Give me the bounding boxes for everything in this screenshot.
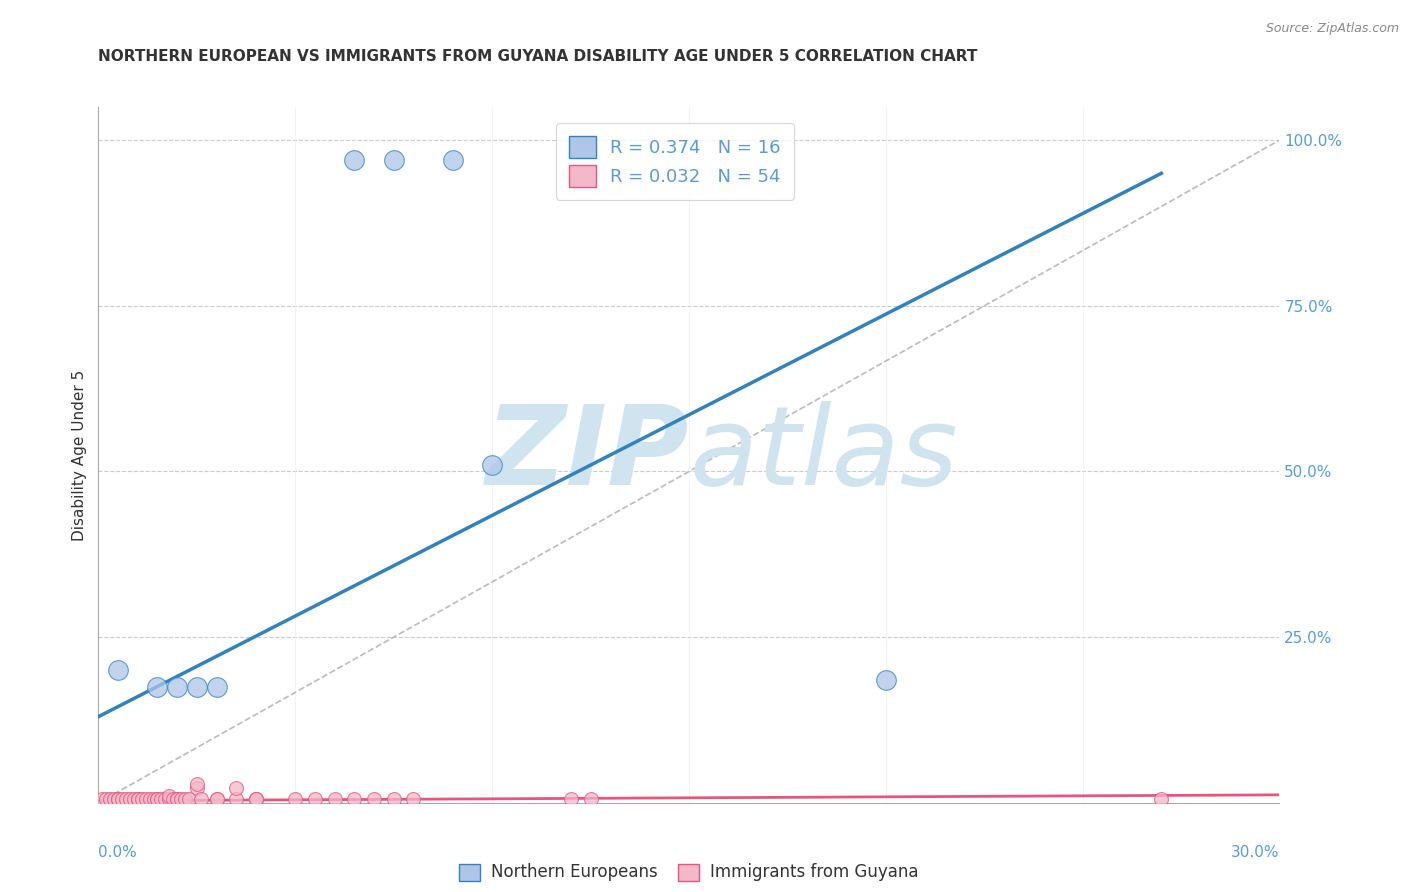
- Text: Source: ZipAtlas.com: Source: ZipAtlas.com: [1265, 22, 1399, 36]
- Point: [166, 792, 188, 806]
- Point: [875, 673, 897, 688]
- Point: [1150, 792, 1173, 806]
- Point: [284, 792, 307, 806]
- Point: [382, 792, 405, 806]
- Point: [157, 789, 180, 804]
- Point: [245, 792, 267, 806]
- Point: [162, 792, 184, 806]
- Point: [127, 792, 149, 806]
- Point: [166, 680, 188, 694]
- Point: [245, 792, 267, 806]
- Point: [170, 792, 193, 806]
- Text: atlas: atlas: [689, 401, 957, 508]
- Point: [186, 777, 208, 791]
- Point: [323, 792, 346, 806]
- Point: [91, 792, 114, 806]
- Point: [186, 680, 208, 694]
- Point: [131, 792, 153, 806]
- Point: [96, 792, 118, 806]
- Y-axis label: Disability Age Under 5: Disability Age Under 5: [72, 369, 87, 541]
- Point: [177, 792, 200, 806]
- Text: ZIP: ZIP: [485, 401, 689, 508]
- Point: [245, 792, 267, 806]
- Point: [98, 792, 121, 806]
- Point: [225, 781, 247, 796]
- Point: [127, 792, 149, 806]
- Point: [205, 680, 228, 694]
- Point: [122, 792, 145, 806]
- Point: [103, 792, 125, 806]
- Point: [115, 792, 138, 806]
- Point: [157, 792, 180, 806]
- Point: [150, 792, 173, 806]
- Point: [382, 153, 405, 167]
- Point: [146, 792, 169, 806]
- Point: [560, 792, 582, 806]
- Point: [343, 153, 366, 167]
- Text: NORTHERN EUROPEAN VS IMMIGRANTS FROM GUYANA DISABILITY AGE UNDER 5 CORRELATION C: NORTHERN EUROPEAN VS IMMIGRANTS FROM GUY…: [98, 49, 977, 64]
- Point: [142, 792, 165, 806]
- Text: 0.0%: 0.0%: [98, 845, 138, 860]
- Point: [146, 680, 169, 694]
- Point: [146, 792, 169, 806]
- Point: [174, 792, 197, 806]
- Point: [138, 792, 160, 806]
- Point: [155, 792, 177, 806]
- Point: [205, 792, 228, 806]
- Text: 30.0%: 30.0%: [1232, 845, 1279, 860]
- Point: [343, 792, 366, 806]
- Point: [107, 663, 129, 677]
- Point: [481, 458, 503, 472]
- Point: [363, 792, 385, 806]
- Point: [107, 792, 129, 806]
- Point: [402, 792, 425, 806]
- Point: [166, 792, 188, 806]
- Point: [107, 792, 129, 806]
- Point: [579, 792, 602, 806]
- Point: [225, 792, 247, 806]
- Point: [186, 781, 208, 796]
- Point: [205, 792, 228, 806]
- Point: [441, 153, 464, 167]
- Point: [190, 792, 212, 806]
- Point: [118, 792, 141, 806]
- Legend: Northern Europeans, Immigrants from Guyana: Northern Europeans, Immigrants from Guya…: [453, 857, 925, 887]
- Point: [304, 792, 326, 806]
- Point: [111, 792, 134, 806]
- Point: [135, 792, 157, 806]
